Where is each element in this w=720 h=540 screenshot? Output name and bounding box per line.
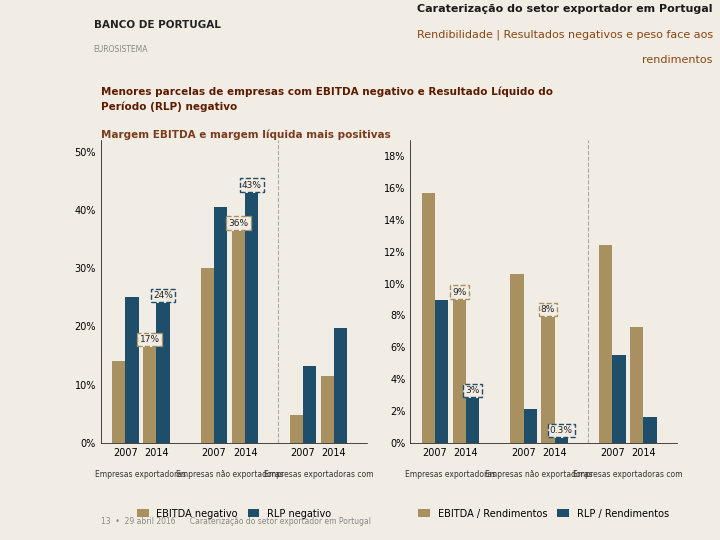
- Bar: [523, 409, 537, 443]
- Bar: [453, 300, 466, 443]
- Bar: [201, 268, 214, 443]
- Bar: [112, 361, 125, 443]
- Bar: [232, 231, 245, 443]
- Text: 36%: 36%: [228, 219, 248, 227]
- Bar: [156, 303, 170, 443]
- Bar: [125, 298, 138, 443]
- Text: Margem EBITDA e margem líquida mais positivas: Margem EBITDA e margem líquida mais posi…: [101, 130, 390, 140]
- Text: Empresas exportadoras: Empresas exportadoras: [405, 470, 496, 479]
- Text: Empresas exportadoras: Empresas exportadoras: [95, 470, 186, 479]
- Text: Empresas não exportadoras: Empresas não exportadoras: [485, 470, 593, 479]
- Text: 43%: 43%: [242, 181, 262, 190]
- Legend: EBITDA negativo, RLP negativo: EBITDA negativo, RLP negativo: [133, 505, 335, 523]
- Bar: [421, 193, 435, 443]
- Bar: [554, 438, 568, 443]
- Text: 24%: 24%: [153, 291, 173, 300]
- Text: Empresas exportadoras com: Empresas exportadoras com: [264, 470, 373, 479]
- Bar: [644, 417, 657, 443]
- Text: EUROSISTEMA: EUROSISTEMA: [94, 45, 148, 54]
- Text: Empresas exportadoras com: Empresas exportadoras com: [573, 470, 683, 479]
- Bar: [613, 355, 626, 443]
- Text: Rendibilidade | Resultados negativos e peso face aos: Rendibilidade | Resultados negativos e p…: [417, 29, 713, 39]
- Bar: [320, 376, 334, 443]
- Bar: [143, 347, 156, 443]
- Bar: [630, 327, 644, 443]
- Bar: [303, 366, 316, 443]
- Text: Caraterização do setor exportador em Portugal: Caraterização do setor exportador em Por…: [418, 4, 713, 14]
- Bar: [289, 415, 303, 443]
- Text: 9%: 9%: [452, 287, 467, 296]
- Text: BANCO DE PORTUGAL: BANCO DE PORTUGAL: [94, 21, 220, 30]
- Bar: [214, 207, 228, 443]
- Legend: EBITDA / Rendimentos, RLP / Rendimentos: EBITDA / Rendimentos, RLP / Rendimentos: [415, 505, 672, 523]
- Text: Empresas não exportadoras: Empresas não exportadoras: [176, 470, 284, 479]
- Bar: [599, 246, 613, 443]
- Text: 0.3%: 0.3%: [550, 426, 573, 435]
- Text: Menores parcelas de empresas com EBITDA negativo e Resultado Líquido do
Período : Menores parcelas de empresas com EBITDA …: [101, 86, 553, 112]
- Bar: [245, 193, 258, 443]
- Text: 13  •  29 abril 2016      Caraterização do setor exportador em Portugal: 13 • 29 abril 2016 Caraterização do seto…: [101, 517, 371, 526]
- Bar: [510, 274, 523, 443]
- Text: 8%: 8%: [541, 305, 555, 314]
- Bar: [435, 300, 448, 443]
- Text: 3%: 3%: [465, 386, 480, 395]
- Text: rendimentos: rendimentos: [642, 55, 713, 65]
- Bar: [541, 317, 554, 443]
- Bar: [466, 398, 480, 443]
- Text: 17%: 17%: [140, 335, 160, 344]
- Bar: [334, 328, 347, 443]
